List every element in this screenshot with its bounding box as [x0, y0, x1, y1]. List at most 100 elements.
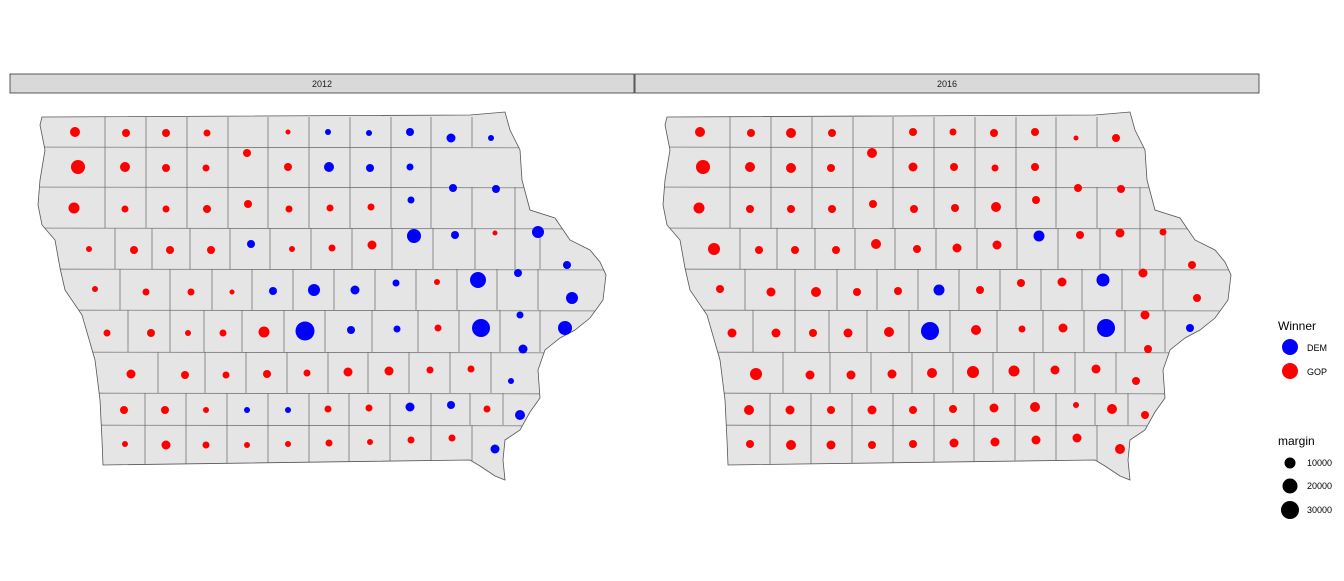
- county-dot-dem: [1096, 273, 1110, 287]
- legend-margin-20000-label: 20000: [1307, 481, 1332, 491]
- county-dot-gop: [367, 203, 375, 211]
- county-dot-gop: [909, 128, 917, 136]
- county-dot-gop: [884, 327, 894, 337]
- county-dot-gop: [750, 368, 762, 380]
- county-dot-gop: [1132, 377, 1140, 385]
- county-dot-gop: [1193, 294, 1201, 302]
- county-dot-dem: [244, 407, 250, 413]
- county-borders: [663, 117, 1231, 465]
- legend-margin-30000-label: 30000: [1307, 505, 1332, 515]
- facet-2016: 2016: [634, 73, 1260, 481]
- legend-dem-label: DEM: [1307, 343, 1327, 353]
- county-dot-gop: [991, 164, 999, 172]
- county-dot-gop: [244, 200, 252, 208]
- county-dot-gop: [1031, 163, 1039, 171]
- county-dot-gop: [908, 162, 918, 172]
- county-dot-gop: [120, 162, 130, 172]
- county-dot-gop: [103, 329, 111, 337]
- county-dot-gop: [285, 205, 293, 213]
- county-dot-gop: [1031, 128, 1039, 136]
- county-dot-gop: [1091, 364, 1101, 374]
- county-dot-dem: [518, 344, 528, 354]
- county-dot-gop: [828, 129, 836, 137]
- county-dot-gop: [243, 149, 251, 157]
- county-dot-gop: [913, 245, 921, 253]
- county-dot-gop: [843, 328, 853, 338]
- county-dot-gop: [727, 328, 737, 338]
- county-dot-gop: [1107, 404, 1117, 414]
- county-dot-gop: [467, 365, 475, 373]
- county-dot-dem: [1033, 230, 1045, 242]
- county-dot-gop: [202, 164, 210, 172]
- county-border: [38, 268, 606, 271]
- state-map: [662, 111, 1232, 481]
- legend-margin-30000-key: [1281, 501, 1299, 519]
- county-dot-gop: [187, 288, 195, 296]
- facet-2012: 2012: [9, 73, 635, 481]
- county-dot-gop: [86, 246, 92, 252]
- county-border: [663, 268, 1231, 271]
- county-dot-dem: [1097, 319, 1115, 337]
- legend-margin-title: margin: [1278, 434, 1315, 448]
- county-dot-dem: [308, 284, 320, 296]
- county-dot-gop: [950, 163, 958, 171]
- county-dot-gop: [162, 164, 170, 172]
- county-dot-dem: [516, 311, 524, 319]
- county-dot-gop: [1073, 402, 1079, 408]
- county-dot-dem: [492, 185, 500, 193]
- county-dot-gop: [1144, 345, 1152, 353]
- county-dot-gop: [285, 129, 291, 135]
- county-dot-gop: [219, 329, 227, 337]
- county-dot-gop: [1050, 365, 1060, 375]
- county-dot-dem: [347, 326, 355, 334]
- county-dot-dem: [406, 128, 414, 136]
- county-dot-gop: [207, 246, 215, 254]
- county-dot-gop: [407, 436, 415, 444]
- legend-gop-label: GOP: [1307, 367, 1327, 377]
- county-dot-dem: [490, 444, 500, 454]
- county-dot-gop: [1031, 435, 1041, 445]
- county-dot-gop: [1140, 310, 1150, 320]
- county-dot-dem: [350, 285, 360, 295]
- county-dot-gop: [343, 367, 353, 377]
- county-dot-gop: [122, 129, 130, 137]
- county-dot-gop: [791, 246, 799, 254]
- legend-winner-title: Winner: [1278, 319, 1316, 333]
- county-dot-gop: [871, 239, 881, 249]
- county-dot-gop: [695, 127, 705, 137]
- county-dot-gop: [989, 403, 999, 413]
- county-dot-gop: [809, 329, 817, 337]
- legend-gop-key: [1282, 363, 1298, 379]
- county-dot-gop: [952, 243, 962, 253]
- county-dot-gop: [303, 369, 311, 377]
- county-dot-gop: [244, 442, 250, 448]
- county-dot-gop: [68, 202, 80, 214]
- county-dot-gop: [867, 148, 877, 158]
- county-dot-gop: [185, 330, 191, 336]
- county-dot-gop: [991, 202, 1001, 212]
- county-dot-dem: [515, 410, 525, 420]
- county-dot-gop: [142, 288, 150, 296]
- county-dot-gop: [1188, 261, 1196, 269]
- county-dot-dem: [405, 402, 415, 412]
- county-dot-gop: [1115, 444, 1125, 454]
- county-dot-gop: [284, 163, 292, 171]
- county-dot-gop: [846, 370, 856, 380]
- county-dot-gop: [869, 200, 877, 208]
- county-dot-gop: [367, 240, 377, 250]
- county-dot-dem: [921, 322, 939, 340]
- county-dot-gop: [828, 205, 836, 213]
- county-dot-gop: [746, 440, 754, 448]
- county-dot-gop: [949, 405, 957, 413]
- county-dot-gop: [827, 406, 835, 414]
- facet-strip: [9, 73, 635, 94]
- county-dot-gop: [1008, 365, 1020, 377]
- county-dot-gop: [867, 405, 877, 415]
- county-dot-gop: [771, 328, 781, 338]
- county-dot-gop: [324, 405, 332, 413]
- county-dot-gop: [1074, 184, 1082, 192]
- county-dot-gop: [716, 285, 724, 293]
- county-dot-dem: [366, 130, 372, 136]
- legend-margin-20000-key: [1282, 478, 1298, 494]
